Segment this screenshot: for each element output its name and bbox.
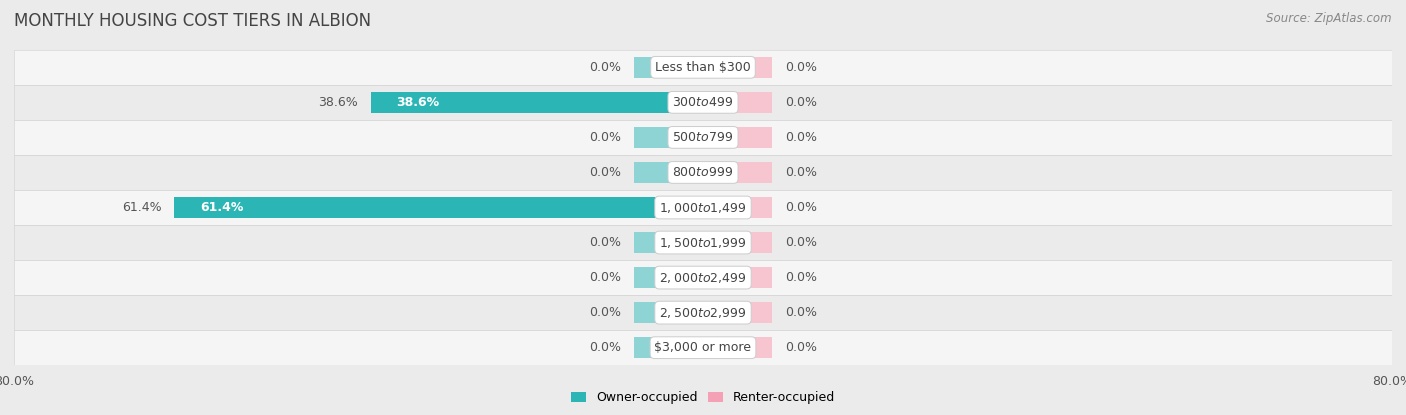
Bar bbox=[703, 92, 772, 113]
Bar bbox=[703, 197, 772, 218]
Bar bbox=[371, 92, 703, 113]
Bar bbox=[634, 127, 703, 148]
Text: $2,000 to $2,499: $2,000 to $2,499 bbox=[659, 271, 747, 285]
Bar bbox=[14, 190, 1392, 225]
Bar bbox=[634, 162, 703, 183]
Text: 0.0%: 0.0% bbox=[589, 61, 621, 74]
Bar bbox=[634, 232, 703, 253]
Text: 0.0%: 0.0% bbox=[785, 96, 817, 109]
Text: 0.0%: 0.0% bbox=[589, 271, 621, 284]
Text: 0.0%: 0.0% bbox=[785, 201, 817, 214]
Text: 0.0%: 0.0% bbox=[785, 306, 817, 319]
Bar bbox=[14, 225, 1392, 260]
Text: $300 to $499: $300 to $499 bbox=[672, 96, 734, 109]
Bar bbox=[703, 267, 772, 288]
Text: 0.0%: 0.0% bbox=[589, 131, 621, 144]
Bar bbox=[14, 330, 1392, 365]
Bar bbox=[14, 295, 1392, 330]
Text: 0.0%: 0.0% bbox=[589, 236, 621, 249]
Text: 0.0%: 0.0% bbox=[785, 61, 817, 74]
Text: 38.6%: 38.6% bbox=[318, 96, 357, 109]
Text: $500 to $799: $500 to $799 bbox=[672, 131, 734, 144]
Text: 61.4%: 61.4% bbox=[122, 201, 162, 214]
Text: Source: ZipAtlas.com: Source: ZipAtlas.com bbox=[1267, 12, 1392, 25]
Bar bbox=[634, 57, 703, 78]
Bar bbox=[634, 302, 703, 323]
Bar bbox=[703, 162, 772, 183]
Bar bbox=[14, 120, 1392, 155]
Bar bbox=[703, 337, 772, 358]
Text: 0.0%: 0.0% bbox=[785, 131, 817, 144]
Text: 61.4%: 61.4% bbox=[200, 201, 243, 214]
Text: 0.0%: 0.0% bbox=[785, 236, 817, 249]
Text: Less than $300: Less than $300 bbox=[655, 61, 751, 74]
Bar bbox=[14, 260, 1392, 295]
Bar bbox=[14, 155, 1392, 190]
Bar bbox=[634, 267, 703, 288]
Text: 0.0%: 0.0% bbox=[785, 271, 817, 284]
Text: $2,500 to $2,999: $2,500 to $2,999 bbox=[659, 305, 747, 320]
Bar bbox=[634, 337, 703, 358]
Text: $3,000 or more: $3,000 or more bbox=[655, 341, 751, 354]
Bar bbox=[14, 50, 1392, 85]
Text: 38.6%: 38.6% bbox=[396, 96, 440, 109]
Bar bbox=[174, 197, 703, 218]
Bar bbox=[703, 232, 772, 253]
Text: 0.0%: 0.0% bbox=[785, 341, 817, 354]
Text: 0.0%: 0.0% bbox=[589, 306, 621, 319]
Bar bbox=[703, 57, 772, 78]
Text: $1,000 to $1,499: $1,000 to $1,499 bbox=[659, 200, 747, 215]
Bar bbox=[14, 85, 1392, 120]
Text: MONTHLY HOUSING COST TIERS IN ALBION: MONTHLY HOUSING COST TIERS IN ALBION bbox=[14, 12, 371, 30]
Legend: Owner-occupied, Renter-occupied: Owner-occupied, Renter-occupied bbox=[567, 386, 839, 410]
Text: $800 to $999: $800 to $999 bbox=[672, 166, 734, 179]
Text: 0.0%: 0.0% bbox=[589, 166, 621, 179]
Text: 0.0%: 0.0% bbox=[785, 166, 817, 179]
Bar bbox=[703, 127, 772, 148]
Text: $1,500 to $1,999: $1,500 to $1,999 bbox=[659, 236, 747, 249]
Text: 0.0%: 0.0% bbox=[589, 341, 621, 354]
Bar bbox=[703, 302, 772, 323]
